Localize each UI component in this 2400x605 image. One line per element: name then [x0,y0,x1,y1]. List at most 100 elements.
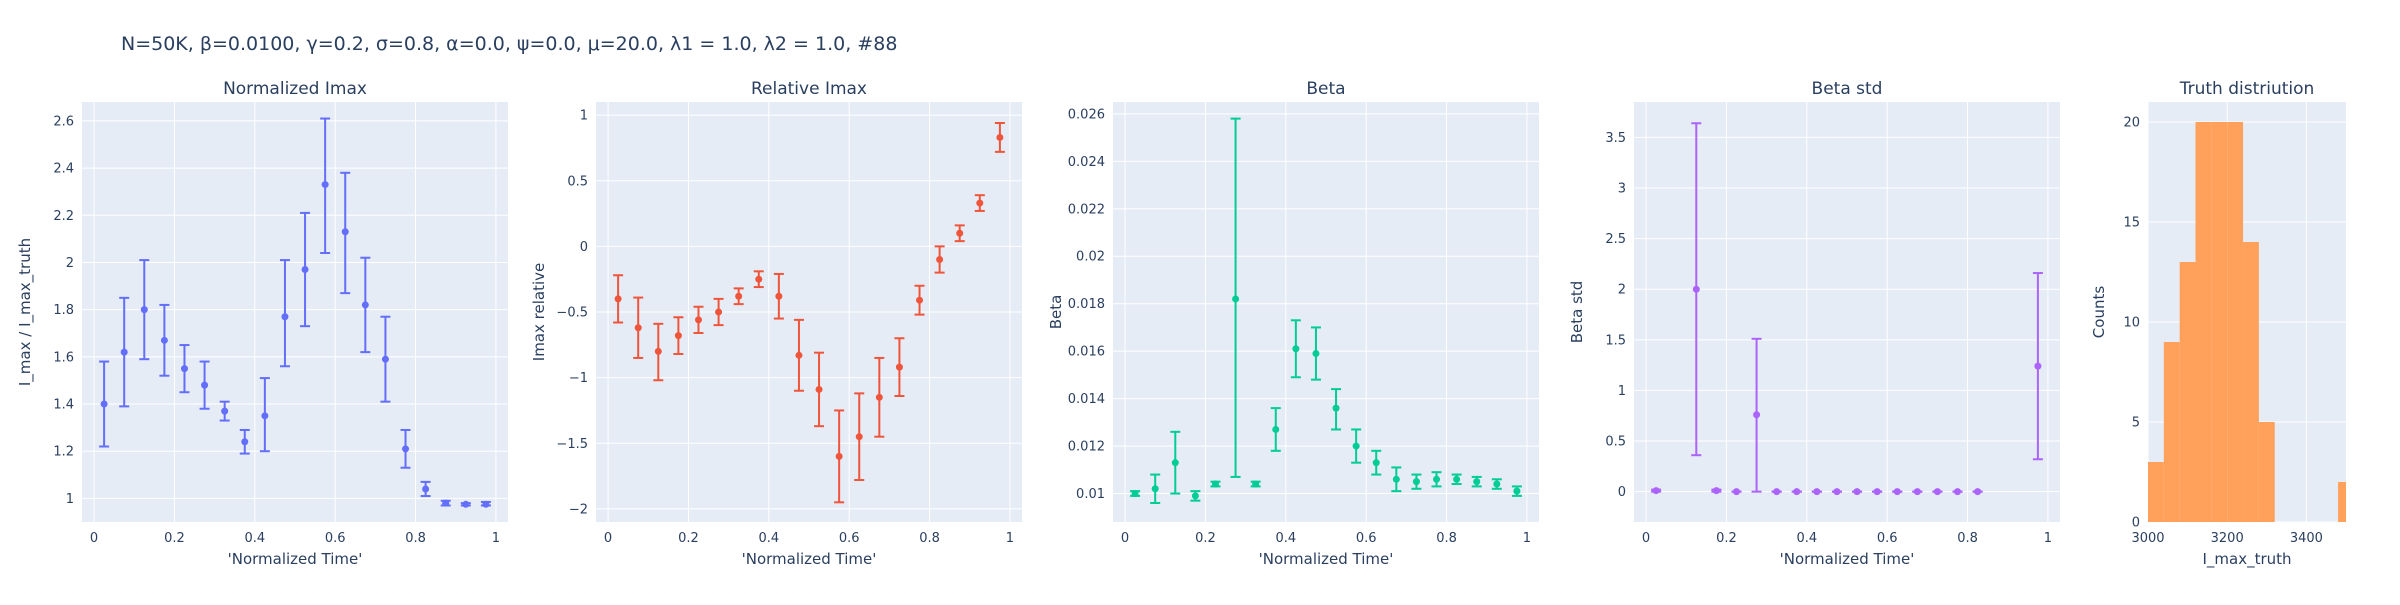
y-tick-label: 1 [1618,384,1626,399]
data-point [180,365,188,373]
y-tick-label: 0.5 [1605,435,1626,450]
data-point [1652,487,1660,495]
plot-area [1634,102,2060,522]
y-tick-label: 20 [2123,116,2140,131]
y-tick-label: −0.5 [556,306,588,321]
data-point [976,199,984,207]
data-point [422,485,430,493]
y-tick-label: −2 [569,502,588,517]
x-tick-label: 0.4 [1796,531,1817,546]
data-point [1813,488,1821,496]
x-tick-label: 3200 [2211,531,2244,546]
data-point [1974,488,1982,496]
data-point [482,500,490,508]
y-tick-label: 0.022 [1068,202,1105,217]
histogram-bar [2179,262,2196,522]
y-tick-label: 0.014 [1068,392,1105,407]
x-tick-label: 0 [1642,531,1650,546]
histogram-bar [2148,462,2164,522]
histogram-bars [2148,122,2346,522]
data-point [1933,488,1941,496]
error-bar-series [613,122,1005,504]
data-point [775,292,783,300]
x-tick-label: 1 [492,531,500,546]
data-point [895,363,903,371]
subplot-3: 0 0.2 0.4 0.6 0.8 1 0.01 0.012 0.014 0.016 0.018 0.… [1047,79,1539,568]
data-point [1433,475,1441,483]
x-tick-label: 0.6 [1877,531,1898,546]
data-point [1513,487,1521,495]
y-tick-label: 0 [2132,516,2140,531]
data-point [1392,475,1400,483]
data-point [1493,480,1501,488]
data-point [634,324,642,332]
data-point [715,308,723,316]
y-tick-label: 2 [1618,283,1626,298]
y-tick-label: 1.6 [53,350,74,365]
histogram-bar [2163,342,2180,522]
data-point [1793,488,1801,496]
data-point [462,500,470,508]
error-bar-series [1651,122,2043,496]
y-tick-label: 0.018 [1068,297,1105,312]
y-tick-label: 0 [1618,485,1626,500]
x-tick-label: 0 [90,531,98,546]
y-tick-label: 15 [2123,216,2140,231]
data-point [835,452,843,460]
data-point [1312,350,1320,358]
figure-title: N=50K, β=0.0100, γ=0.2, σ=0.8, α=0.0, ψ=… [121,33,897,55]
x-tick-label: 0.2 [678,531,699,546]
y-tick-label: 1 [580,109,588,124]
data-point [1412,478,1420,486]
x-tick-label: 0 [1121,531,1129,546]
data-point [916,296,924,304]
x-tick-label: 0.4 [758,531,779,546]
x-tick-label: 0.4 [244,531,265,546]
x-tick-label: 0.2 [1716,531,1737,546]
x-tick-label: 0.8 [1436,531,1457,546]
subplot-5: 3000 3200 3400 0 5 10 15 20 Truth distriution I_m… [2090,79,2346,569]
data-point [694,316,702,324]
data-point [996,133,1004,141]
y-tick-label: −1.5 [556,437,588,452]
data-point [1732,488,1740,496]
data-point [735,292,743,300]
data-point [1272,425,1280,433]
histogram-bar [2243,242,2259,522]
x-axis-label: 'Normalized Time' [742,550,877,568]
y-tick-label: 1.8 [53,303,74,318]
x-tick-label: 0.8 [1957,531,1978,546]
data-point [281,313,289,321]
data-point [1913,488,1921,496]
y-tick-label: 2 [66,256,74,271]
y-tick-label: 2.2 [53,209,74,224]
data-point [1171,459,1179,467]
y-tick-label: −1 [569,371,588,386]
x-axis-label: I_max_truth [2202,550,2291,569]
x-tick-label: 0.8 [919,531,940,546]
x-axis-label: 'Normalized Time' [1780,550,1915,568]
y-axis-label: Imax relative [530,263,548,361]
y-tick-label: 0.01 [1076,487,1105,502]
x-tick-label: 3000 [2131,531,2164,546]
data-point [1954,488,1962,496]
data-point [1131,490,1139,498]
histogram-bar [2338,482,2346,522]
y-tick-label: 2.6 [53,114,74,129]
data-point [100,400,108,408]
data-point [2034,362,2042,370]
data-point [614,295,622,303]
x-tick-label: 0.6 [325,531,346,546]
data-point [321,181,329,189]
y-tick-label: 10 [2123,316,2140,331]
y-tick-label: 0.026 [1068,107,1105,122]
data-point [1211,480,1219,488]
x-tick-label: 3400 [2290,531,2323,546]
y-tick-label: 0 [580,240,588,255]
y-axis-label: I_max / I_max_truth [16,238,35,386]
y-tick-label: 0.5 [567,174,588,189]
y-axis-label: Beta [1047,295,1065,330]
y-tick-label: 0.012 [1068,440,1105,455]
subplot-title: Truth distriution [2179,79,2315,99]
